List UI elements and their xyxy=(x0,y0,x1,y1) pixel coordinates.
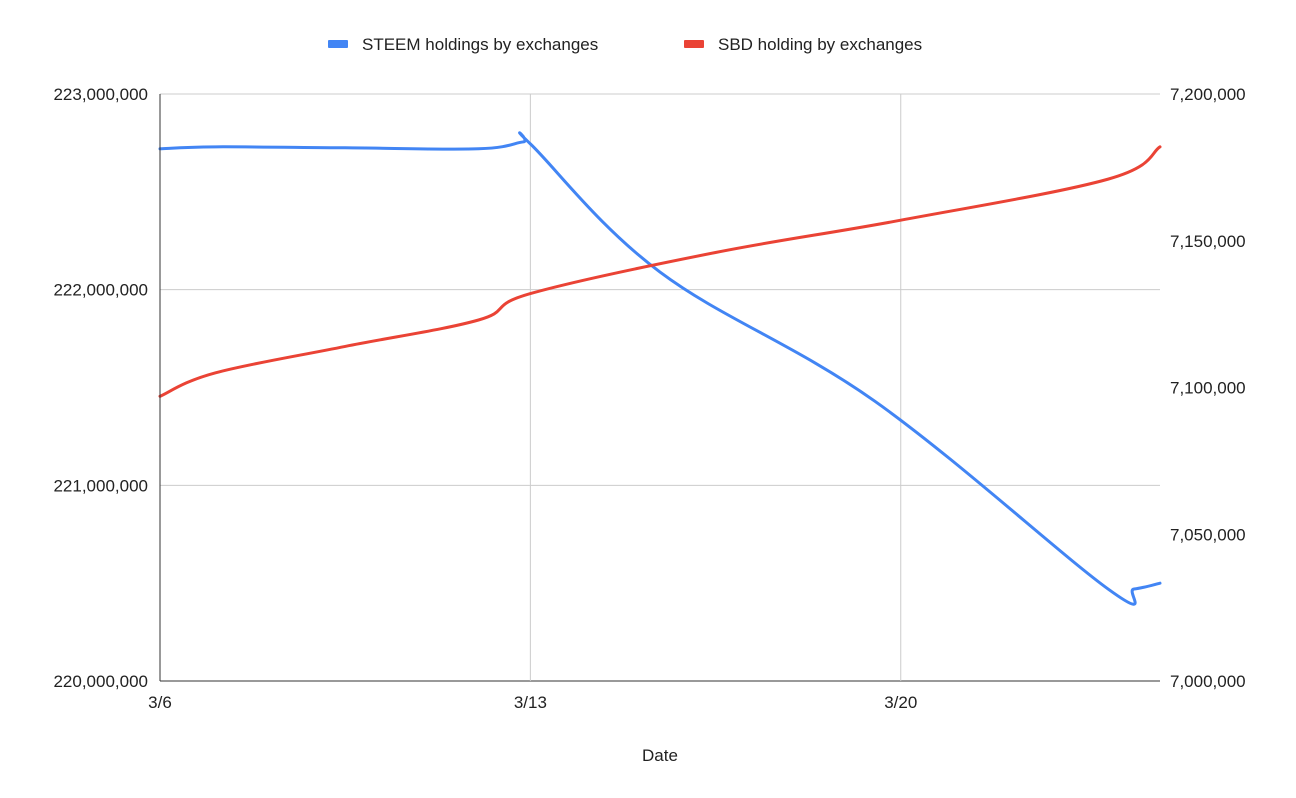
right-y-tick-label: 7,000,000 xyxy=(1170,672,1246,691)
legend-label: SBD holding by exchanges xyxy=(718,35,922,54)
left-y-tick-label: 222,000,000 xyxy=(53,281,148,300)
right-y-tick-label: 7,200,000 xyxy=(1170,85,1246,104)
legend-swatch xyxy=(684,40,704,48)
left-y-tick-label: 221,000,000 xyxy=(53,476,148,495)
legend: STEEM holdings by exchanges SBD holding b… xyxy=(328,35,922,54)
x-tick-label: 3/6 xyxy=(148,693,172,712)
legend-swatch xyxy=(328,40,348,48)
series-layer xyxy=(158,131,1162,606)
right-y-tick-label: 7,150,000 xyxy=(1170,232,1246,251)
sbd-series-line xyxy=(158,145,1162,398)
x-axis-title: Date xyxy=(642,746,678,765)
x-tick-label: 3/20 xyxy=(884,693,917,712)
steem-series-line xyxy=(158,131,1162,606)
right-y-tick-label: 7,100,000 xyxy=(1170,379,1246,398)
right-y-tick-label: 7,050,000 xyxy=(1170,525,1246,544)
legend-label: STEEM holdings by exchanges xyxy=(362,35,598,54)
axes: 220,000,000 221,000,000 222,000,000 223,000… xyxy=(53,85,1245,712)
gridlines xyxy=(160,93,1160,682)
left-y-tick-label: 223,000,000 xyxy=(53,85,148,104)
x-tick-label: 3/13 xyxy=(514,693,547,712)
left-y-tick-label: 220,000,000 xyxy=(53,672,148,691)
